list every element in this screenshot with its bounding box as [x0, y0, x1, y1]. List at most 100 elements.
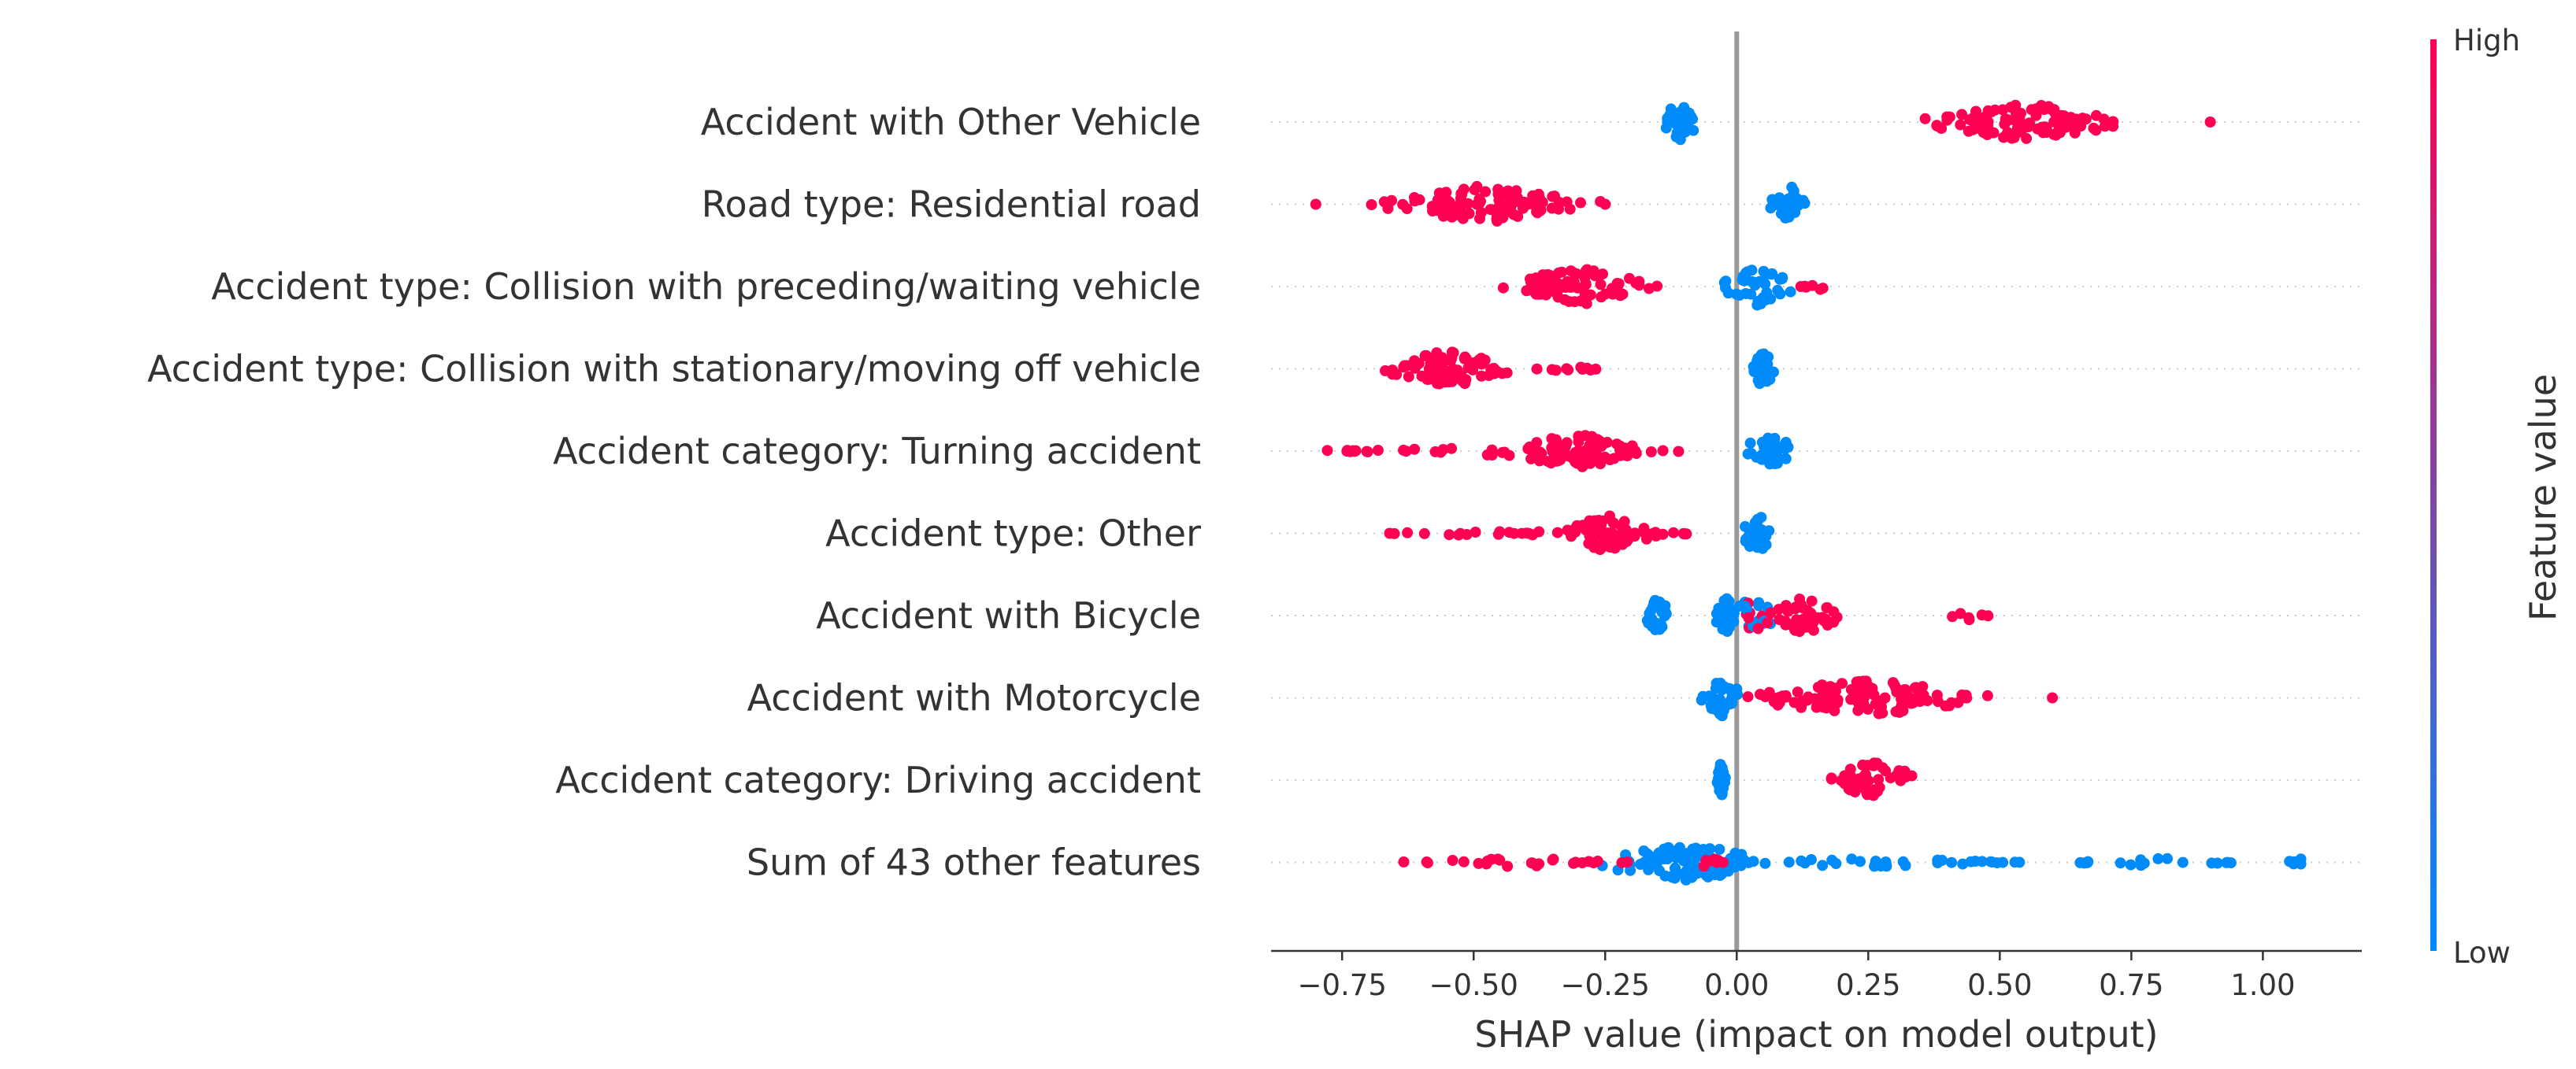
x-tick-label: 0.00 [1704, 968, 1769, 1002]
shap-point [1714, 759, 1726, 771]
shap-point [1453, 529, 1465, 541]
shap-point [1733, 857, 1745, 869]
shap-point [1662, 113, 1673, 124]
shap-point [1656, 850, 1668, 862]
shap-point [1806, 595, 1818, 607]
shap-point [1645, 446, 1657, 457]
shap-point [1643, 617, 1655, 629]
shap-point [1529, 446, 1541, 458]
shap-point [1610, 535, 1622, 547]
shap-point [1518, 196, 1530, 208]
shap-point [1742, 691, 1754, 703]
shap-point [1486, 449, 1498, 461]
shap-point [1614, 442, 1626, 454]
shap-point [1419, 350, 1431, 361]
shap-point [1796, 701, 1807, 713]
shap-point [1458, 183, 1470, 195]
shap-point [1421, 856, 1433, 867]
shap-point [1476, 370, 1488, 382]
shap-point [1585, 289, 1596, 301]
shap-point [1742, 266, 1753, 278]
shap-point [1760, 539, 1772, 551]
shap-point [1608, 453, 1620, 464]
shap-point [1854, 773, 1866, 785]
shap-point [1633, 276, 1645, 287]
shap-point [1845, 694, 1857, 705]
shap-point [1409, 362, 1421, 374]
shap-point [2001, 128, 2013, 139]
shap-point [1714, 844, 1725, 855]
shap-point [1536, 279, 1547, 291]
shap-point [1481, 855, 1493, 867]
shap-point [1769, 446, 1781, 458]
shap-point [1767, 435, 1779, 446]
shap-point [1721, 593, 1733, 605]
shap-point [1418, 527, 1430, 539]
shap-point [1503, 187, 1514, 199]
shap-point [1677, 527, 1689, 539]
shap-point [1670, 862, 1681, 874]
x-tick-label: −0.25 [1561, 968, 1650, 1002]
shap-point [1999, 118, 2011, 130]
shap-point [1822, 601, 1833, 613]
shap-point [1759, 441, 1770, 453]
shap-point [2088, 122, 2100, 134]
shap-point [2206, 857, 2218, 869]
shap-point [1398, 361, 1410, 373]
shap-point [1769, 693, 1781, 705]
colorbar-low-label: Low [2453, 936, 2511, 970]
shap-point [1808, 612, 1820, 624]
shap-point [1837, 775, 1848, 787]
shap-point [1594, 519, 1606, 531]
shap-point [1837, 678, 1848, 690]
shap-point [1458, 352, 1470, 364]
shap-point [1818, 615, 1830, 627]
shap-point [1743, 612, 1755, 623]
shap-point [1436, 202, 1447, 213]
shap-point [1447, 855, 1458, 866]
shap-point [1525, 276, 1536, 288]
shap-point [2021, 132, 2033, 144]
shap-point [1469, 357, 1481, 368]
shap-point [1782, 442, 1794, 453]
shap-point [1757, 292, 1769, 304]
shap-point [1687, 843, 1699, 855]
shap-point [1857, 759, 1869, 771]
shap-point [1618, 522, 1630, 534]
shap-point [1761, 375, 1773, 387]
shap-point [1622, 856, 1633, 868]
shap-point [2054, 127, 2066, 139]
shap-point [1869, 784, 1881, 796]
shap-point [1547, 190, 1559, 202]
shap-point [1814, 283, 1826, 295]
shap-point [1553, 446, 1565, 457]
shap-point [1451, 209, 1463, 220]
shap-point [2177, 856, 2189, 868]
shap-point [1772, 284, 1784, 296]
shap-point [1584, 515, 1596, 527]
shap-point [1463, 208, 1475, 220]
shap-point [2010, 99, 2022, 111]
shap-point [1855, 781, 1866, 793]
shap-point [1740, 603, 1752, 615]
shap-point [1497, 282, 1509, 294]
shap-point [1505, 200, 1517, 212]
shap-point [1720, 282, 1731, 294]
shap-point [2048, 104, 2060, 116]
shap-point [1380, 365, 1391, 376]
shap-point [1470, 527, 1481, 538]
feature-label: Accident category: Turning accident [553, 430, 1201, 472]
shap-point [2225, 857, 2237, 869]
shap-point [1832, 694, 1844, 705]
shap-point [1629, 527, 1640, 539]
shap-point [1546, 364, 1558, 375]
shap-point [2135, 854, 2147, 866]
x-tick-label: −0.75 [1298, 968, 1387, 1002]
shap-point [2204, 117, 2216, 128]
shap-point [2162, 853, 2173, 864]
shap-point [1458, 856, 1470, 867]
shap-point [1437, 210, 1449, 222]
colorbar-high-label: High [2453, 24, 2520, 57]
shap-point [1611, 278, 1623, 289]
